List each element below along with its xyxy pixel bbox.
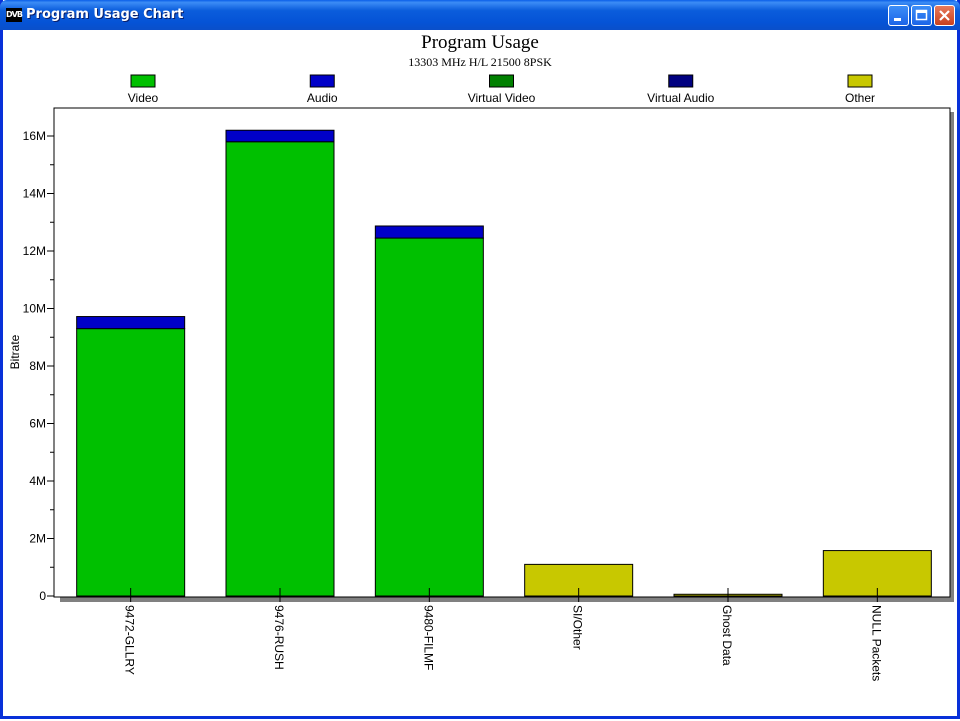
close-icon xyxy=(939,10,950,21)
close-button[interactable] xyxy=(934,5,955,26)
minimize-icon xyxy=(894,18,901,21)
bar-9476-rush-video xyxy=(225,141,335,597)
legend-swatch-video xyxy=(130,74,156,88)
x-tick-label-9472-gllry: 9472-GLLRY xyxy=(123,605,137,675)
y-tick-label-6: 12M xyxy=(23,244,46,258)
bar-9472-gllry-audio xyxy=(76,316,186,330)
bar-9480-filmf-video xyxy=(374,237,484,597)
legend-swatch-virtual-audio xyxy=(668,74,694,88)
legend-swatch-virtual-video xyxy=(489,74,514,88)
chart-legend: Video Audio Virtual Video Virtual Audio Othe… xyxy=(128,74,875,105)
legend-label-virtual-video: Virtual Video xyxy=(468,91,536,105)
y-axis: 0 2M 4M 6M 8M 10M 12M 14M 16M xyxy=(23,129,54,603)
x-axis: 9472-GLLRY 9476-RUSH 9480-FILMF SI/Other Gho… xyxy=(123,588,883,681)
program-usage-chart: Program Usage 13303 MHz H/L 21500 8PSK V… xyxy=(8,32,954,681)
y-tick-label-2: 4M xyxy=(29,474,46,488)
legend-label-other: Other xyxy=(845,91,875,105)
y-tick-label-4: 8M xyxy=(29,359,46,373)
x-tick-label-9476-rush: 9476-RUSH xyxy=(272,605,286,670)
bar-9480-filmf-audio xyxy=(374,225,484,239)
maximize-button[interactable] xyxy=(911,5,932,26)
title-bar[interactable]: DVB Program Usage Chart xyxy=(0,0,960,30)
legend-label-virtual-audio: Virtual Audio xyxy=(647,91,714,105)
window-title: Program Usage Chart xyxy=(26,7,184,22)
x-tick-label-9480-filmf: 9480-FILMF xyxy=(421,605,435,670)
y-tick-label-1: 2M xyxy=(29,532,46,546)
legend-swatch-audio xyxy=(309,74,335,88)
y-tick-label-5: 10M xyxy=(23,302,46,316)
x-tick-label-si-other: SI/Other xyxy=(571,605,585,650)
plot-area xyxy=(53,107,951,598)
chart-title: Program Usage xyxy=(421,32,539,53)
chart-area: Program Usage 13303 MHz H/L 21500 8PSK V… xyxy=(3,30,957,716)
legend-swatch-other xyxy=(847,74,873,88)
bar-9472-gllry-video xyxy=(76,328,186,597)
y-tick-label-8: 16M xyxy=(23,129,46,143)
y-tick-label-7: 14M xyxy=(23,187,46,201)
chart-subtitle: 13303 MHz H/L 21500 8PSK xyxy=(408,55,552,69)
minimize-button[interactable] xyxy=(888,5,909,26)
legend-label-audio: Audio xyxy=(307,91,338,105)
legend-label-video: Video xyxy=(128,91,159,105)
y-tick-label-3: 6M xyxy=(29,417,46,431)
maximize-icon xyxy=(915,9,928,21)
dvb-app-icon: DVB xyxy=(6,8,23,22)
bar-9476-rush-audio xyxy=(225,129,335,143)
bars-group xyxy=(76,129,932,597)
y-tick-label-0: 0 xyxy=(39,589,46,603)
x-tick-label-ghost-data: Ghost Data xyxy=(720,605,734,666)
y-axis-label: Bitrate xyxy=(8,334,22,369)
x-tick-label-null-packets: NULL Packets xyxy=(869,605,883,681)
